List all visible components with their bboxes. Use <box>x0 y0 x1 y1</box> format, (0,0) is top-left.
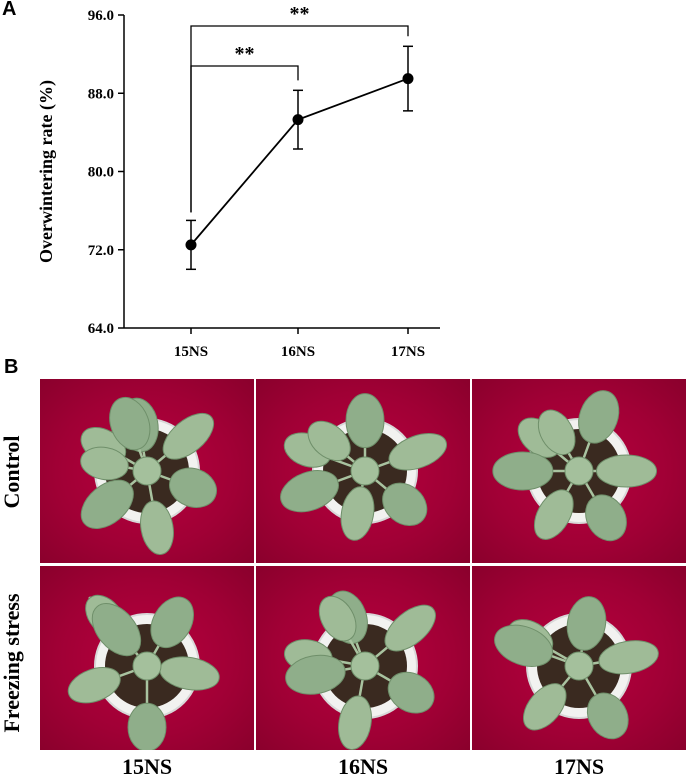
y-tick-label: 64.0 <box>88 321 114 337</box>
plant-photo-freezing-stress-16ns <box>256 566 470 750</box>
y-axis-label: Overwintering rate (%) <box>36 80 57 263</box>
series-line <box>190 77 409 246</box>
x-tick-label-15ns: 15NS <box>174 344 208 360</box>
plant-photo-control-16ns <box>256 379 470 563</box>
y-tick-label: 72.0 <box>88 243 114 259</box>
significance-label: ** <box>290 3 310 25</box>
data-point-16ns <box>292 114 304 126</box>
data-point-15ns <box>185 239 197 251</box>
plant-photo-control-15ns <box>40 379 254 563</box>
row-label-freezing-stress: Freezing stress <box>0 593 24 733</box>
overwintering-chart: 64.0 72.0 80.0 88.0 96.0 15NS 16NS 17NS Overwint… <box>36 3 440 360</box>
x-tick-label-16ns: 16NS <box>281 344 315 360</box>
panel-a-label: A <box>2 0 17 20</box>
panel-b-label: B <box>4 356 19 378</box>
col-label-16ns: 16NS <box>337 754 389 779</box>
row-label-control: Control <box>0 435 24 509</box>
plant-photo-grid <box>40 379 686 750</box>
y-tick-label: 88.0 <box>88 86 114 102</box>
plant-photo-freezing-stress-15ns <box>40 566 254 750</box>
col-label-15ns: 15NS <box>121 754 173 779</box>
y-tick-label: 96.0 <box>88 8 114 24</box>
data-point-17ns <box>402 73 414 85</box>
significance-bracket <box>190 25 409 213</box>
significance-label: ** <box>235 43 255 65</box>
x-tick-label-17ns: 17NS <box>391 344 425 360</box>
plant-photo-control-17ns <box>472 379 686 563</box>
plant-photo-freezing-stress-17ns <box>472 566 686 750</box>
col-label-17ns: 17NS <box>553 754 605 779</box>
y-tick-label: 80.0 <box>88 165 114 181</box>
